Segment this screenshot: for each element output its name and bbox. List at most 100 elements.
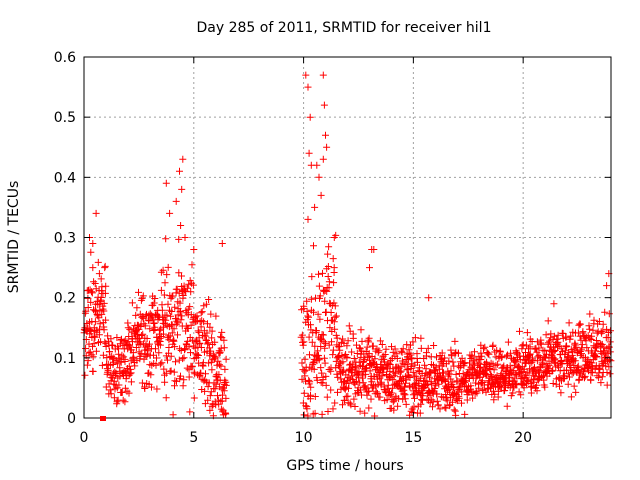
- data-point: [141, 322, 149, 330]
- data-point: [528, 382, 535, 390]
- data-point: [316, 292, 324, 300]
- data-point: [352, 377, 360, 385]
- data-point: [416, 409, 424, 417]
- data-point: [506, 373, 514, 381]
- data-point: [605, 310, 613, 318]
- data-point: [172, 358, 179, 366]
- data-point: [300, 302, 308, 310]
- data-point: [88, 288, 95, 296]
- data-point: [178, 272, 185, 280]
- data-point: [516, 327, 523, 335]
- data-point: [167, 367, 175, 375]
- data-point: [152, 361, 160, 369]
- data-point: [127, 365, 134, 373]
- data-point: [127, 378, 135, 386]
- data-point: [402, 376, 410, 384]
- y-tick-label: 0.6: [54, 50, 76, 66]
- data-point: [359, 379, 367, 387]
- data-point: [207, 310, 215, 318]
- data-point: [442, 395, 450, 403]
- data-point: [387, 391, 395, 399]
- data-point: [490, 396, 498, 404]
- y-axis-label: SRMTID / TECUs: [6, 181, 22, 294]
- data-point: [307, 383, 315, 391]
- data-point: [330, 318, 338, 326]
- data-point: [366, 264, 373, 272]
- data-point: [473, 389, 481, 397]
- data-point: [107, 390, 115, 398]
- data-point: [188, 261, 196, 269]
- data-point: [177, 222, 185, 229]
- data-point: [97, 275, 105, 283]
- data-point: [526, 343, 534, 351]
- data-point: [110, 394, 118, 402]
- data-point: [151, 326, 159, 334]
- data-point: [496, 348, 504, 356]
- data-point: [359, 372, 367, 380]
- data-point: [342, 351, 350, 358]
- data-point: [388, 343, 395, 351]
- data-point: [344, 337, 352, 345]
- data-point: [365, 404, 373, 412]
- data-point: [90, 332, 98, 340]
- x-axis-label: GPS time / hours: [286, 458, 403, 474]
- data-point: [598, 340, 606, 348]
- data-point: [320, 354, 328, 362]
- data-point: [217, 344, 225, 352]
- data-point: [162, 179, 170, 187]
- data-point: [157, 286, 165, 294]
- data-point: [445, 357, 453, 365]
- data-point: [492, 361, 500, 369]
- data-point: [204, 339, 212, 347]
- x-tick-label: 0: [80, 430, 89, 446]
- data-point: [306, 351, 313, 359]
- data-point: [588, 332, 596, 340]
- data-point: [313, 376, 321, 384]
- data-point: [397, 367, 405, 375]
- data-point: [347, 401, 355, 409]
- data-point: [220, 387, 228, 395]
- data-point: [94, 258, 102, 266]
- data-point: [547, 330, 555, 338]
- data-point: [202, 370, 209, 378]
- data-point: [212, 372, 220, 380]
- data-point: [330, 279, 338, 287]
- data-point: [363, 343, 371, 351]
- data-point: [367, 395, 375, 403]
- data-point: [512, 370, 520, 378]
- data-point: [216, 361, 223, 369]
- data-point: [313, 327, 320, 335]
- data-point: [362, 364, 370, 372]
- data-point: [206, 406, 214, 414]
- data-point: [148, 313, 156, 321]
- data-point: [546, 337, 553, 345]
- data-point: [324, 408, 332, 415]
- data-point: [197, 309, 205, 317]
- data-point: [178, 312, 186, 320]
- data-point: [119, 396, 127, 404]
- data-point: [327, 386, 335, 394]
- data-point: [401, 395, 409, 403]
- data-point: [160, 316, 168, 324]
- data-point: [306, 378, 314, 386]
- data-point: [482, 388, 490, 396]
- data-point: [175, 289, 183, 297]
- data-point: [308, 338, 316, 346]
- data-point: [185, 373, 193, 381]
- data-point: [467, 382, 475, 390]
- data-point: [545, 361, 553, 369]
- data-point: [117, 358, 125, 366]
- data-point: [152, 345, 159, 353]
- data-point: [103, 354, 111, 362]
- data-point: [435, 380, 443, 388]
- data-point: [365, 350, 373, 358]
- data-point: [428, 380, 436, 388]
- data-point: [301, 372, 309, 380]
- data-point: [315, 352, 322, 360]
- data-point: [441, 354, 449, 362]
- data-point: [316, 315, 324, 323]
- data-point: [325, 284, 333, 292]
- data-point: [604, 358, 612, 366]
- data-point: [352, 364, 360, 372]
- data-point: [307, 295, 315, 303]
